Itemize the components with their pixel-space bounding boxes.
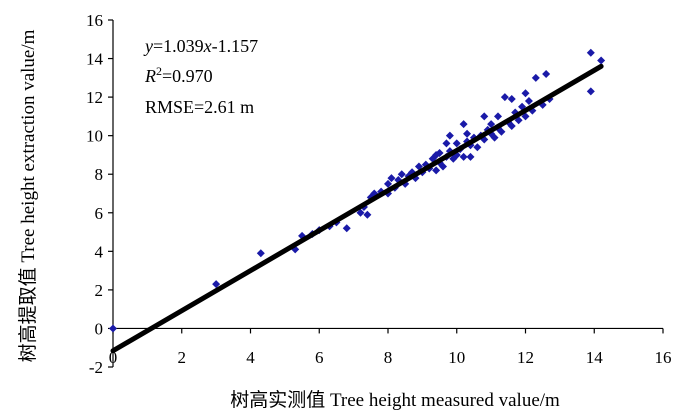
x-tick-label: 8 <box>384 348 393 367</box>
data-point <box>342 224 351 233</box>
data-point <box>432 166 441 175</box>
equation-annotation: y=1.039x-1.157 <box>143 36 258 56</box>
regression-line <box>110 63 604 354</box>
data-point <box>109 324 117 333</box>
data-point <box>452 139 461 148</box>
y-tick-label: 6 <box>95 204 104 223</box>
data-point <box>439 162 447 171</box>
rmse-annotation: RMSE=2.61 m <box>145 97 254 117</box>
data-point <box>487 120 496 129</box>
data-point <box>256 249 265 258</box>
data-point <box>531 73 540 82</box>
eq-y: y <box>143 36 153 56</box>
data-point <box>494 112 502 121</box>
eq-coef: =1.039 <box>153 36 204 56</box>
y-tick-label: -2 <box>89 358 103 377</box>
data-point <box>459 152 468 161</box>
data-point <box>466 152 475 161</box>
data-point <box>445 131 454 140</box>
y-tick-label: 4 <box>95 242 104 261</box>
y-tick-label: 2 <box>95 281 104 300</box>
data-point <box>212 280 221 289</box>
data-point <box>442 139 451 148</box>
x-tick-label: 14 <box>586 348 604 367</box>
r2-annotation: R2=0.970 <box>144 64 213 86</box>
y-tick-label: 0 <box>95 319 104 338</box>
data-point <box>597 56 606 65</box>
data-point <box>521 89 530 98</box>
data-point <box>387 174 396 183</box>
data-point <box>507 95 516 104</box>
eq-intercept: -1.157 <box>212 36 259 56</box>
data-point <box>524 96 533 105</box>
data-point <box>497 127 506 136</box>
y-axis-title: 树高提取值 Tree height extraction value/m <box>17 29 39 362</box>
data-point <box>384 179 392 188</box>
y-tick-label: 10 <box>86 127 103 146</box>
data-point <box>432 150 441 159</box>
y-tick-label: 12 <box>86 88 103 107</box>
x-axis-title: 树高实测值 Tree height measured value/m <box>230 389 560 411</box>
data-point <box>480 112 489 121</box>
data-point <box>459 120 468 129</box>
data-point <box>473 143 482 152</box>
data-point <box>586 87 595 96</box>
x-tick-label: 12 <box>517 348 534 367</box>
data-point <box>586 48 595 57</box>
x-tick-label: 6 <box>315 348 324 367</box>
r2-value: =0.970 <box>162 66 213 86</box>
data-points <box>109 48 606 333</box>
r2-sup: 2 <box>156 64 162 78</box>
x-tick-label: 16 <box>655 348 672 367</box>
x-tick-label: 10 <box>448 348 465 367</box>
data-point <box>463 129 472 138</box>
data-point <box>542 69 551 78</box>
data-point <box>490 133 499 142</box>
data-point <box>363 210 372 219</box>
eq-x: x <box>203 36 212 56</box>
y-tick-label: 16 <box>86 11 103 30</box>
data-point <box>397 170 406 179</box>
y-tick-label: 14 <box>86 50 104 69</box>
x-tick-label: 0 <box>109 348 118 367</box>
r2-r: R <box>144 66 156 86</box>
x-tick-label: 4 <box>246 348 255 367</box>
y-tick-label: 8 <box>95 165 104 184</box>
data-point <box>356 208 365 217</box>
x-tick-label: 2 <box>178 348 187 367</box>
data-point <box>507 122 516 131</box>
data-point <box>500 93 509 102</box>
